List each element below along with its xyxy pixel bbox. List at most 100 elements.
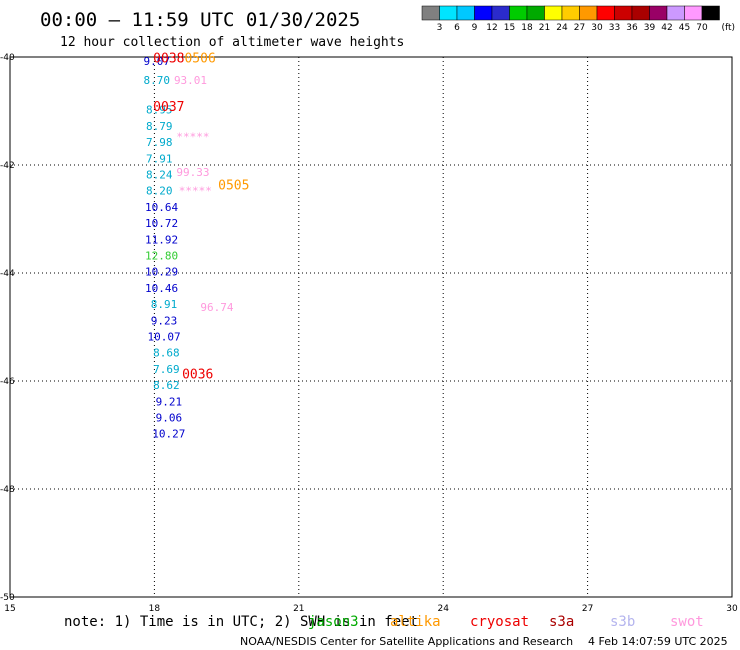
colorbar-label: 18 (521, 23, 533, 33)
footer-agency: NOAA/NESDIS Center for Satellite Applica… (240, 635, 573, 648)
wave-height-value: 10.29 (145, 266, 178, 279)
x-tick-label: 21 (293, 604, 304, 614)
wave-height-value: 9.07 (144, 55, 171, 68)
pass-number-label: 0506 (184, 51, 215, 66)
colorbar-label: 70 (696, 23, 708, 33)
wave-height-value: 8.70 (144, 74, 171, 87)
colorbar-label: 36 (626, 23, 638, 33)
pass-number-label: 0037 (153, 100, 184, 115)
colorbar-label: 24 (556, 23, 568, 33)
y-tick-label: -48 (0, 485, 15, 495)
wave-height-value: 10.72 (145, 217, 178, 230)
colorbar-swatch (491, 5, 510, 21)
y-tick-label: -40 (0, 53, 15, 63)
colorbar-label: 3 (437, 23, 443, 33)
chart-subtitle: 12 hour collection of altimeter wave hei… (60, 35, 404, 50)
wave-height-value: 7.69 (153, 363, 180, 376)
y-tick-label: -50 (0, 593, 15, 603)
colorbar-swatch (439, 5, 458, 21)
wave-height-value: 8.95 (146, 104, 173, 117)
pass-number-label: 0036 (182, 367, 213, 382)
wave-height-value: 9.21 (156, 395, 183, 408)
colorbar-swatch (631, 5, 650, 21)
satellite-pass-labels: 0038 0506 0037 0505 0036 (153, 51, 249, 382)
satellite-legend-s3a: s3a (549, 614, 574, 630)
satellite-legend-cryosat: cryosat (470, 614, 529, 630)
colorbar-unit: (ft) (722, 23, 736, 33)
y-axis-ticks: -40 -42 -44 -46 -48 -50 (0, 53, 15, 603)
colorbar-swatch (456, 5, 475, 21)
pass-number-label: 0038 (153, 51, 184, 66)
colorbar-swatch (544, 5, 563, 21)
colorbar-label: 9 (472, 23, 478, 33)
x-tick-label: 30 (726, 604, 738, 614)
y-tick-label: -44 (0, 269, 15, 279)
colorbar-label: 45 (679, 23, 690, 33)
wave-height-value: 8.20 (146, 185, 173, 198)
wave-height-value: 10.07 (147, 331, 180, 344)
wave-height-value: 9.06 (156, 412, 183, 425)
plot-area: -40 -42 -44 -46 -48 -50 15 18 21 24 27 30 9.07 8.70… (0, 51, 738, 614)
wave-height-value: 99.33 (176, 166, 209, 179)
colorbar-swatch (666, 5, 685, 21)
satellite-legend-altika: altika (390, 614, 441, 630)
colorbar-label: 12 (486, 23, 497, 33)
wave-height-value: 7.98 (146, 136, 173, 149)
colorbar-swatch (421, 5, 440, 21)
wave-height-value: 9.23 (151, 314, 178, 327)
wave-height-value: 8.68 (153, 347, 180, 360)
wave-height-value: 8.91 (151, 298, 178, 311)
wave-height-value: ***** (179, 185, 212, 198)
x-tick-label: 18 (149, 604, 161, 614)
x-tick-label: 15 (4, 604, 15, 614)
wave-height-value: 11.92 (145, 233, 178, 246)
pass-number-label: 0505 (218, 178, 249, 193)
satellite-legend-s3b: s3b (610, 614, 635, 630)
colorbar-swatch (684, 5, 703, 21)
colorbar-label: 39 (644, 23, 656, 33)
colorbar-label: 27 (574, 23, 585, 33)
colorbar-label: 6 (454, 23, 460, 33)
wave-height-value: 93.01 (174, 74, 207, 87)
wave-height-value: 12.80 (145, 250, 178, 263)
colorbar-label: 21 (539, 23, 550, 33)
satellite-legend-swot: swot (670, 614, 704, 630)
satellite-legend-jason3: jason3 (308, 614, 359, 630)
colorbar-swatch (614, 5, 633, 21)
colorbar-swatch (596, 5, 615, 21)
wave-height-value: 8.24 (146, 169, 173, 182)
y-tick-label: -46 (0, 377, 15, 387)
wave-height-value: 8.79 (146, 120, 173, 133)
note-text: note: 1) Time is in UTC; 2) SWH is in fe… (64, 614, 418, 630)
grid-lines (9, 56, 733, 598)
plot-frame (9, 56, 733, 598)
wave-height-value: 7.91 (146, 152, 173, 165)
wave-height-value: 10.27 (152, 428, 185, 441)
wave-height-value: 10.46 (145, 282, 178, 295)
wave-height-value: ***** (176, 131, 209, 144)
x-tick-label: 27 (582, 604, 593, 614)
colorbar-label: 15 (504, 23, 515, 33)
footer-timestamp: 4 Feb 14:07:59 UTC 2025 (588, 635, 728, 648)
wave-height-value: 96.74 (200, 301, 233, 314)
satellite-legend: jason3 altika cryosat s3a s3b swot (308, 614, 704, 630)
wave-height-points: 9.078.70 93.018.958.797.98 *****7.918.24 99… (144, 55, 234, 441)
colorbar-swatch (561, 5, 580, 21)
colorbar-swatch (649, 5, 668, 21)
x-tick-label: 24 (437, 604, 449, 614)
colorbar-swatch (701, 5, 720, 21)
colorbar-label: 30 (591, 23, 603, 33)
colorbar-label: 42 (661, 23, 672, 33)
wave-height-value: 8.62 (153, 379, 180, 392)
colorbar-swatch (579, 5, 598, 21)
y-tick-label: -42 (0, 161, 15, 171)
wave-height-value: 10.64 (145, 201, 178, 214)
color-scale-legend: 3 6 9 12 15 18 21 24 27 30 33 36 39 42 45 70 (ft) (421, 5, 736, 33)
chart-title: 00:00 – 11:59 UTC 01/30/2025 (40, 9, 360, 31)
colorbar-swatch (526, 5, 545, 21)
colorbar-label: 33 (609, 23, 620, 33)
colorbar-swatch (474, 5, 493, 21)
x-axis-ticks: 15 18 21 24 27 30 (4, 604, 738, 614)
colorbar-swatch (509, 5, 528, 21)
